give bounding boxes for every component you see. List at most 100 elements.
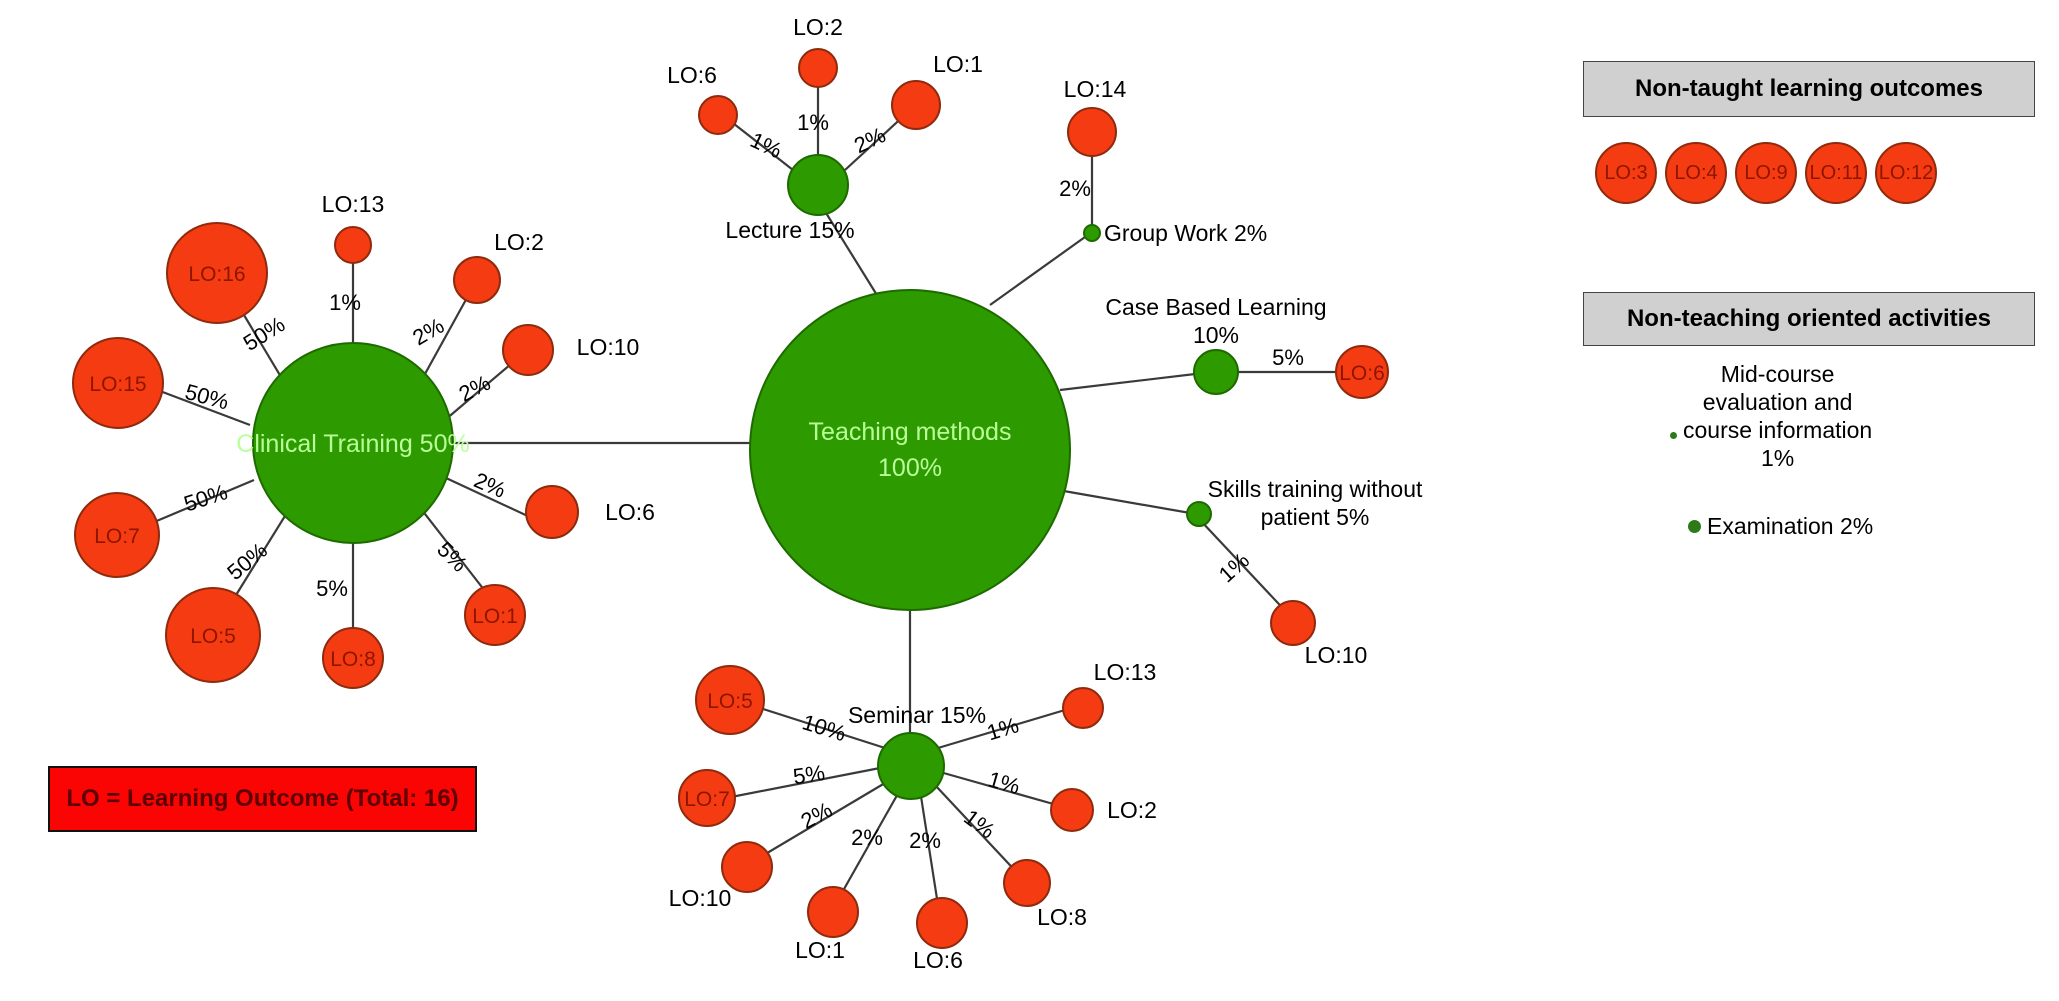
skills-edges — [1199, 519, 1293, 619]
weight-clinical-lo7: 50% — [181, 479, 231, 516]
node-label-seminar: Seminar 15% — [848, 702, 986, 728]
clinical-edges — [139, 262, 533, 638]
node-label-lo1-clinical: LO:1 — [472, 605, 518, 628]
weight-seminar-lo1: 2% — [851, 825, 883, 850]
node-percent-skills-training: patient 5% — [1261, 504, 1370, 530]
node-lecture[interactable]: Lecture 15% — [725, 154, 855, 243]
edge-seminar-lo7 — [725, 766, 881, 800]
edge-lecture-lo6 — [728, 119, 794, 171]
midcourse-line1: Mid-course — [1720, 361, 1835, 387]
edge-seminar-lo8 — [934, 784, 1023, 879]
node-label-clinical-training: Clinical Training 50% — [236, 430, 469, 458]
edge-center-skills — [1057, 488, 1197, 516]
node-label-lo10-clinical: LO:10 — [577, 334, 640, 360]
legend-lo-chip-lo11-label: LO:11 — [1809, 161, 1863, 184]
weight-seminar-lo7: 5% — [791, 760, 826, 789]
node-lo-lo2-clinical[interactable]: LO:2 — [453, 229, 544, 304]
midcourse-line2: evaluation and — [1702, 389, 1853, 416]
weight-lecture-lo6: 1% — [746, 127, 785, 163]
legend-lo-chip-lo12[interactable]: LO:12 — [1875, 142, 1937, 204]
weight-seminar-lo6: 2% — [909, 828, 941, 853]
node-lo-lo6-seminar[interactable]: LO:6 — [913, 897, 968, 973]
node-lo-lo6-lecture[interactable]: LO:6 — [667, 62, 738, 135]
node-label-lo2-clinical: LO:2 — [494, 229, 544, 255]
node-lo-lo1-lecture[interactable]: LO:1 — [891, 51, 983, 130]
node-case-based-learning[interactable]: Case Based Learning 10% — [1105, 294, 1327, 395]
node-label-lo1-lecture: LO:1 — [933, 51, 983, 77]
legend-lo-definition: LO = Learning Outcome (Total: 16) — [48, 766, 477, 832]
node-lo-lo16[interactable]: LO:16 — [166, 222, 268, 324]
weight-seminar-lo8: 1% — [959, 804, 999, 843]
legend-non-teaching-header: Non-teaching oriented activities — [1583, 292, 2035, 346]
weight-lecture-lo2: 1% — [797, 110, 829, 135]
node-label-lo15: LO:15 — [89, 373, 146, 396]
legend-activity-midcourse-label: Mid-course evaluation and course informa… — [1683, 360, 1872, 472]
edge-seminar-lo13 — [937, 705, 1076, 750]
node-lo-lo15[interactable]: LO:15 — [72, 337, 164, 429]
node-lo-lo7-clinical[interactable]: LO:7 — [74, 492, 160, 578]
node-lo-lo13-seminar[interactable]: LO:13 — [1062, 659, 1157, 729]
weight-clinical-lo8: 5% — [316, 576, 348, 601]
node-lo-lo8-clinical[interactable]: LO:8 — [322, 627, 384, 689]
node-label-lo16: LO:16 — [188, 263, 245, 286]
node-clinical-training[interactable]: Clinical Training 50% — [236, 342, 470, 544]
node-lo-lo14[interactable]: LO:14 — [1064, 76, 1127, 157]
edge-clinical-lo10 — [444, 357, 519, 421]
node-lo-lo2-lecture[interactable]: LO:2 — [793, 14, 843, 88]
node-percent-case-based-learning: 10% — [1193, 322, 1239, 348]
edge-clinical-lo1 — [417, 504, 493, 601]
node-group-work[interactable]: Group Work 2% — [1083, 220, 1267, 246]
node-label-teaching-methods: Teaching methods — [809, 418, 1012, 446]
weight-skills-lo10: 1% — [1214, 547, 1254, 587]
legend-lo-chip-lo4[interactable]: LO:4 — [1665, 142, 1727, 204]
node-lo-lo1-seminar[interactable]: LO:1 — [795, 886, 859, 963]
node-seminar[interactable]: Seminar 15% — [848, 702, 986, 800]
node-label-lo1-seminar: LO:1 — [795, 937, 845, 963]
edge-seminar-lo5 — [759, 706, 886, 750]
node-lo-lo10-skills[interactable]: LO:10 — [1270, 600, 1367, 668]
node-teaching-methods[interactable]: Teaching methods 100% — [749, 289, 1071, 611]
legend-non-taught-header: Non-taught learning outcomes — [1583, 61, 2035, 117]
node-label-lo7-seminar: LO:7 — [684, 788, 730, 811]
legend-activity-examination[interactable]: Examination 2% — [1688, 512, 1873, 540]
node-label-case-based-learning: Case Based Learning — [1105, 294, 1326, 320]
weight-cbl-lo6: 5% — [1272, 345, 1304, 370]
legend-lo-chip-lo3[interactable]: LO:3 — [1595, 142, 1657, 204]
node-label-lo2-seminar: LO:2 — [1107, 797, 1157, 823]
legend-lo-chip-lo11[interactable]: LO:11 — [1805, 142, 1867, 204]
node-lo-lo10-seminar[interactable]: LO:10 — [669, 841, 773, 911]
node-label-group-work: Group Work 2% — [1104, 220, 1267, 246]
node-lo-lo13-clinical[interactable]: LO:13 — [322, 191, 385, 264]
node-lo-lo5-clinical[interactable]: LO:5 — [165, 587, 261, 683]
node-label-lo13-seminar: LO:13 — [1094, 659, 1157, 685]
green-dot-icon-midcourse — [1670, 431, 1677, 439]
legend-lo-chip-lo9[interactable]: LO:9 — [1735, 142, 1797, 204]
node-lo-lo10-clinical[interactable]: LO:10 — [502, 324, 640, 376]
node-label-lo13-clinical: LO:13 — [322, 191, 385, 217]
node-label-lo6-lecture: LO:6 — [667, 62, 717, 88]
node-label-lo6-clinical: LO:6 — [605, 499, 655, 525]
edge-center-groupwork — [989, 231, 1093, 306]
node-label-lo6-seminar: LO:6 — [913, 947, 963, 973]
edge-center-lecture — [817, 199, 881, 301]
node-lo-lo2-seminar[interactable]: LO:2 — [1050, 788, 1157, 832]
node-lo-lo6-clinical[interactable]: LO:6 — [525, 485, 655, 539]
node-lo-lo8-seminar[interactable]: LO:8 — [1003, 859, 1087, 930]
node-lo-lo6-cbl[interactable]: LO:6 — [1335, 345, 1389, 399]
legend-lo-chip-lo9-label: LO:9 — [1744, 161, 1788, 184]
node-label-lo7-clinical: LO:7 — [94, 525, 140, 548]
edge-seminar-lo2 — [939, 770, 1065, 809]
node-skills-training[interactable]: Skills training without patient 5% — [1186, 476, 1423, 530]
edge-clinical-lo7 — [139, 478, 255, 530]
node-label-lo14: LO:14 — [1064, 76, 1127, 102]
node-lo-lo7-seminar[interactable]: LO:7 — [678, 769, 736, 827]
legend-activity-midcourse[interactable]: Mid-course evaluation and course informa… — [1670, 360, 2000, 472]
node-lo-lo1-clinical[interactable]: LO:1 — [464, 584, 526, 646]
legend-lo-chip-lo3-label: LO:3 — [1604, 161, 1648, 184]
green-dot-icon-examination — [1688, 519, 1701, 533]
node-lo-lo5-seminar[interactable]: LO:5 — [695, 665, 765, 735]
weight-clinical-lo10: 2% — [455, 370, 495, 407]
midcourse-line3: course information — [1683, 417, 1873, 444]
node-label-lo10-seminar: LO:10 — [669, 885, 732, 911]
